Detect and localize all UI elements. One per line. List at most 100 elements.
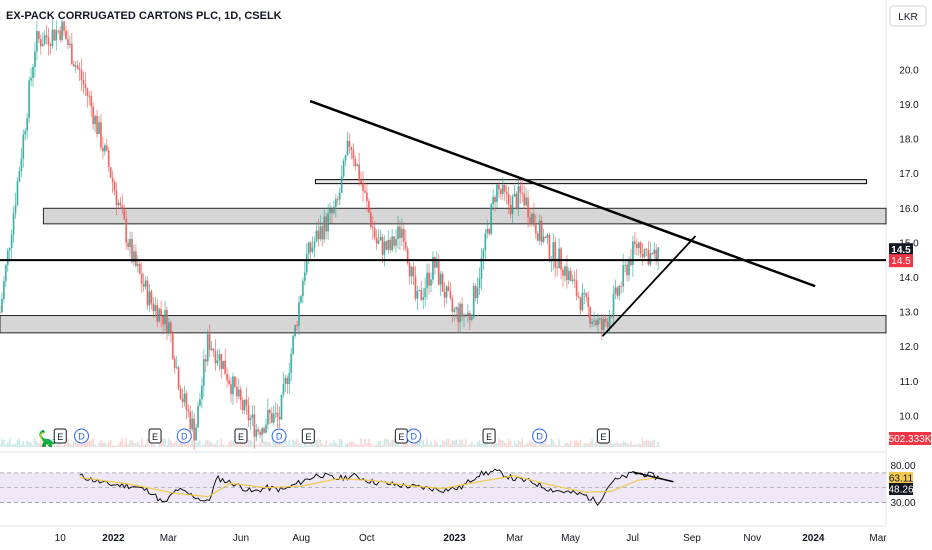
rsi-ma-badge[interactable] <box>889 483 913 496</box>
volume-bar <box>224 445 227 447</box>
volume-bar <box>292 439 294 447</box>
candle-body <box>32 66 34 78</box>
volume-bar <box>199 439 201 447</box>
volume-bar <box>3 439 5 447</box>
currency-label: LKR <box>898 12 917 23</box>
volume-bar <box>255 444 258 447</box>
ascending-trendline[interactable] <box>601 235 697 337</box>
candle-body <box>253 414 256 437</box>
current-price-badge[interactable] <box>889 254 913 268</box>
candle-body <box>383 241 386 255</box>
candle-body <box>55 30 58 41</box>
volume-bar <box>183 440 186 447</box>
resistance-line-thin[interactable] <box>314 179 868 185</box>
earnings-marker[interactable] <box>301 428 315 444</box>
candle-body <box>259 431 262 435</box>
volume-bar <box>568 443 570 447</box>
candle-body <box>346 141 349 155</box>
earnings-marker[interactable] <box>148 428 162 444</box>
volume-bar <box>465 439 467 447</box>
candle-body <box>333 207 335 214</box>
price-axis[interactable]: 20.019.018.017.016.015.014.013.012.011.0… <box>888 65 931 509</box>
volume-bar <box>416 441 419 447</box>
volume-bar <box>201 445 203 447</box>
volume-badge[interactable] <box>889 432 931 445</box>
candle-body <box>43 35 46 45</box>
candle-body <box>501 184 504 195</box>
volume-bar <box>276 440 279 447</box>
earnings-marker[interactable] <box>596 428 610 444</box>
candle-body <box>76 65 79 69</box>
volume-bar <box>536 445 539 447</box>
candle-body <box>210 348 213 351</box>
dividend-marker[interactable] <box>74 428 90 444</box>
volume-bar <box>480 444 483 447</box>
candle-body <box>589 306 592 324</box>
candle-body <box>517 186 520 209</box>
rsi-ma-line[interactable] <box>79 475 661 498</box>
last-price-badge[interactable] <box>889 243 913 257</box>
volume-bar <box>626 443 628 447</box>
volume-bar <box>175 443 178 447</box>
dividend-marker[interactable] <box>271 428 287 444</box>
candle-body <box>80 70 83 81</box>
volume-bar <box>428 444 430 447</box>
candle-body <box>509 204 512 215</box>
candle-body <box>199 399 201 406</box>
dividend-marker[interactable] <box>176 428 192 444</box>
candle-body <box>488 228 491 234</box>
candle-body <box>187 409 190 412</box>
rsi-trendline[interactable] <box>633 471 674 483</box>
volume-bar <box>335 442 337 447</box>
rsi-value-badge[interactable] <box>889 471 913 484</box>
dividend-marker[interactable] <box>532 428 548 444</box>
currency-box[interactable] <box>889 5 927 27</box>
volume-bar <box>358 444 360 447</box>
candle-body <box>212 348 215 351</box>
volume-bar <box>321 443 324 447</box>
earnings-marker[interactable] <box>482 428 496 444</box>
descending-trendline[interactable] <box>309 99 816 288</box>
candle-body <box>41 44 44 47</box>
volume-bar <box>203 444 205 447</box>
volume-bar <box>88 439 91 447</box>
candle-body <box>239 389 242 401</box>
volume-bar <box>284 438 287 447</box>
candle-body <box>525 197 528 206</box>
volume-bar <box>150 443 153 447</box>
time-tick-label: 2024 <box>802 533 825 544</box>
candle-body <box>286 377 289 385</box>
dividend-label: D <box>181 432 188 442</box>
candle-body <box>412 266 415 277</box>
candle-body <box>193 418 196 441</box>
volume-bar <box>294 441 296 447</box>
dividend-marker[interactable] <box>406 428 422 444</box>
candle-body <box>218 353 221 361</box>
volume-bar <box>474 445 477 447</box>
time-axis[interactable]: 10 2022 Mar Jun Aug Oct 2023 Mar May Jul Sep Nov 202… <box>55 533 888 544</box>
candle-body <box>641 253 644 257</box>
volume-bar <box>535 442 537 447</box>
candle-body <box>70 43 73 65</box>
support-zone[interactable] <box>0 315 887 334</box>
volume-bar <box>408 445 411 447</box>
candle-body <box>115 190 118 206</box>
candle-body <box>30 77 32 81</box>
rsi-line[interactable] <box>79 468 661 506</box>
volume-bar <box>59 443 61 447</box>
candle-body <box>375 237 378 244</box>
candle-body <box>111 177 114 182</box>
earnings-marker[interactable] <box>234 428 248 444</box>
earnings-marker[interactable] <box>53 428 67 444</box>
events-layer: 🦕 E D E D E D E E D E D E <box>38 428 610 448</box>
volume-bar <box>340 439 343 447</box>
volume-bar <box>72 441 75 447</box>
resistance-zone[interactable] <box>42 207 887 225</box>
volume-bar <box>445 438 448 447</box>
volume-bar <box>632 444 634 447</box>
candle-body <box>179 388 182 399</box>
candle-body <box>468 312 471 321</box>
volume-bar <box>331 443 333 447</box>
candle-body <box>92 106 95 125</box>
